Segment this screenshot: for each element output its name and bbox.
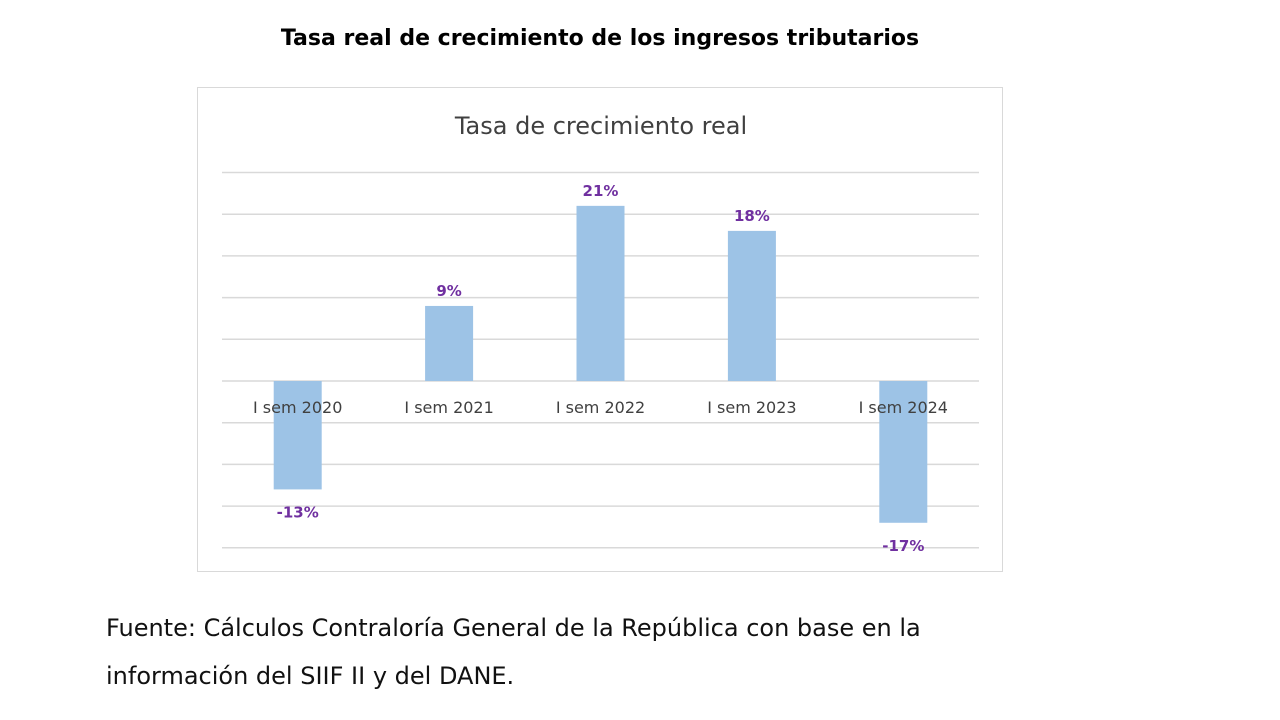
- source-line-2: información del SIIF II y del DANE.: [106, 662, 515, 690]
- bar-chart: Tasa de crecimiento real I sem 2020 I sem…: [222, 112, 979, 555]
- bar: [879, 381, 928, 523]
- bar: [727, 230, 776, 381]
- data-label: 21%: [583, 182, 619, 200]
- category-label: I sem 2023: [707, 398, 796, 417]
- bar: [273, 381, 322, 490]
- category-label: I sem 2024: [859, 398, 948, 417]
- chart-frame: Tasa de crecimiento real I sem 2020 I sem…: [197, 87, 1003, 572]
- category-label: I sem 2022: [556, 398, 645, 417]
- bar: [576, 205, 625, 381]
- chart-title: Tasa de crecimiento real: [454, 112, 747, 140]
- category-label: I sem 2020: [253, 398, 342, 417]
- source-note: Fuente: Cálculos Contraloría General de …: [106, 604, 1006, 700]
- bar: [425, 305, 474, 381]
- data-label: -17%: [882, 537, 924, 555]
- data-label: 9%: [436, 282, 461, 300]
- category-label: I sem 2021: [404, 398, 493, 417]
- page-title: Tasa real de crecimiento de los ingresos…: [280, 26, 920, 51]
- source-line-1: Fuente: Cálculos Contraloría General de …: [106, 614, 921, 642]
- data-label: 18%: [734, 207, 770, 225]
- data-label: -13%: [277, 503, 319, 521]
